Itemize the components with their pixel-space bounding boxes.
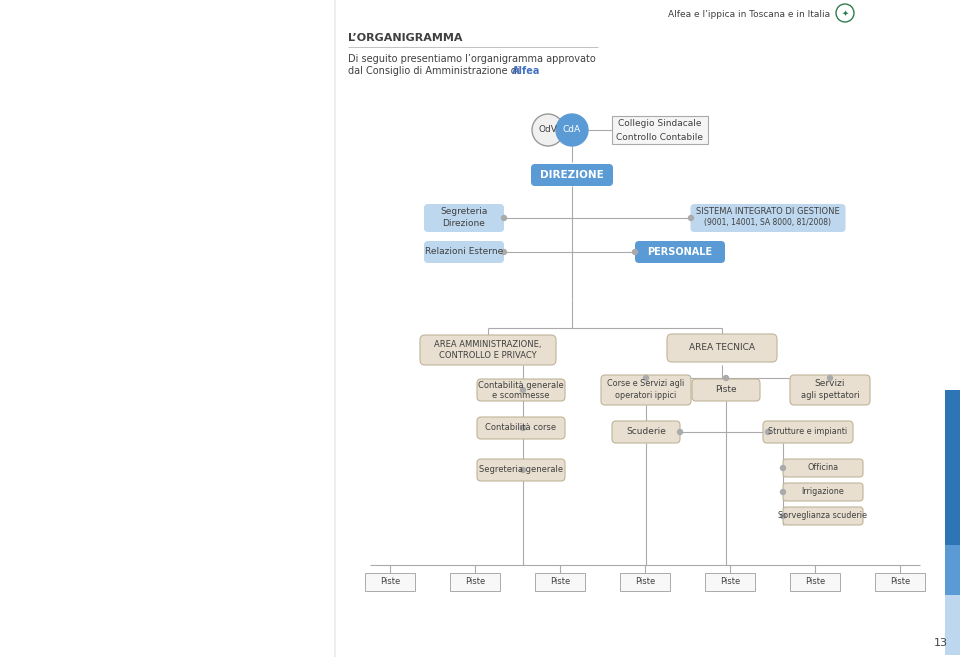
Text: Piste: Piste (635, 578, 655, 587)
Text: Contabilità corse: Contabilità corse (486, 424, 557, 432)
FancyBboxPatch shape (690, 204, 846, 232)
Text: PERSONALE: PERSONALE (647, 247, 712, 257)
Circle shape (828, 376, 832, 380)
Circle shape (643, 376, 649, 380)
Text: OdV: OdV (539, 125, 558, 135)
Text: 13: 13 (934, 638, 948, 648)
Text: e scommesse: e scommesse (492, 392, 550, 401)
Circle shape (556, 114, 588, 146)
FancyBboxPatch shape (477, 459, 565, 481)
Text: Piste: Piste (380, 578, 400, 587)
FancyBboxPatch shape (620, 573, 670, 591)
FancyBboxPatch shape (667, 334, 777, 362)
FancyBboxPatch shape (945, 545, 960, 605)
Circle shape (780, 514, 785, 518)
FancyBboxPatch shape (531, 164, 613, 186)
Text: operatori ippici: operatori ippici (615, 390, 677, 399)
Text: Strutture e impianti: Strutture e impianti (768, 428, 848, 436)
Circle shape (724, 376, 729, 380)
FancyBboxPatch shape (705, 573, 755, 591)
Text: Alfea: Alfea (512, 66, 540, 76)
Text: Piste: Piste (550, 578, 570, 587)
FancyBboxPatch shape (365, 573, 415, 591)
Circle shape (520, 468, 525, 472)
Circle shape (836, 4, 854, 22)
Text: DIREZIONE: DIREZIONE (540, 170, 604, 180)
FancyBboxPatch shape (783, 459, 863, 477)
Circle shape (780, 466, 785, 470)
Text: Controllo Contabile: Controllo Contabile (616, 133, 704, 141)
FancyBboxPatch shape (783, 483, 863, 501)
Text: agli spettatori: agli spettatori (801, 392, 859, 401)
Circle shape (678, 430, 683, 434)
FancyBboxPatch shape (424, 204, 504, 232)
FancyBboxPatch shape (612, 421, 680, 443)
Circle shape (501, 215, 507, 221)
Text: L’ORGANIGRAMMA: L’ORGANIGRAMMA (348, 33, 463, 43)
Text: Piste: Piste (720, 578, 740, 587)
Text: Direzione: Direzione (443, 219, 486, 229)
FancyBboxPatch shape (450, 573, 500, 591)
FancyBboxPatch shape (790, 375, 870, 405)
FancyBboxPatch shape (535, 573, 585, 591)
Text: Officina: Officina (807, 463, 839, 472)
Text: Piste: Piste (804, 578, 826, 587)
FancyBboxPatch shape (945, 390, 960, 590)
Text: ✦: ✦ (842, 9, 849, 18)
Circle shape (688, 215, 693, 221)
FancyBboxPatch shape (477, 417, 565, 439)
Text: Contabilità generale: Contabilità generale (478, 380, 564, 390)
FancyBboxPatch shape (420, 335, 556, 365)
Text: CONTROLLO E PRIVACY: CONTROLLO E PRIVACY (439, 351, 537, 361)
FancyBboxPatch shape (477, 379, 565, 401)
Text: CdA: CdA (563, 125, 581, 135)
Text: dal Consiglio di Amministrazione di: dal Consiglio di Amministrazione di (348, 66, 523, 76)
Text: Irrigazione: Irrigazione (802, 487, 845, 497)
FancyBboxPatch shape (424, 241, 504, 263)
FancyBboxPatch shape (692, 379, 760, 401)
Text: Servizi: Servizi (815, 378, 845, 388)
FancyBboxPatch shape (612, 116, 708, 144)
Text: Segreteria: Segreteria (441, 208, 488, 217)
Text: Corse e Servizi agli: Corse e Servizi agli (608, 378, 684, 388)
Text: Piste: Piste (465, 578, 485, 587)
Circle shape (532, 114, 564, 146)
FancyBboxPatch shape (790, 573, 840, 591)
Circle shape (520, 388, 525, 392)
FancyBboxPatch shape (945, 595, 960, 655)
FancyBboxPatch shape (763, 421, 853, 443)
Text: Collegio Sindacale: Collegio Sindacale (618, 118, 702, 127)
Circle shape (780, 489, 785, 495)
Text: Di seguito presentiamo l’organigramma approvato: Di seguito presentiamo l’organigramma ap… (348, 54, 596, 64)
Text: Relazioni Esterne: Relazioni Esterne (425, 248, 503, 256)
Text: AREA AMMINISTRAZIONE,: AREA AMMINISTRAZIONE, (434, 340, 541, 348)
FancyBboxPatch shape (635, 241, 725, 263)
FancyBboxPatch shape (783, 507, 863, 525)
Circle shape (501, 250, 507, 254)
Circle shape (765, 430, 771, 434)
Text: AREA TECNICA: AREA TECNICA (689, 344, 755, 353)
Text: Scuderie: Scuderie (626, 428, 666, 436)
Circle shape (520, 426, 525, 430)
Text: Alfea e l’ippica in Toscana e in Italia: Alfea e l’ippica in Toscana e in Italia (668, 10, 830, 19)
FancyBboxPatch shape (875, 573, 925, 591)
Text: Piste: Piste (715, 386, 737, 394)
Circle shape (633, 250, 637, 254)
Text: (9001, 14001, SA 8000, 81/2008): (9001, 14001, SA 8000, 81/2008) (705, 219, 831, 227)
FancyBboxPatch shape (601, 375, 691, 405)
Text: Piste: Piste (890, 578, 910, 587)
Text: Segreteria generale: Segreteria generale (479, 466, 564, 474)
Text: Sorveglianza scuderie: Sorveglianza scuderie (779, 512, 868, 520)
Text: SISTEMA INTEGRATO DI GESTIONE: SISTEMA INTEGRATO DI GESTIONE (696, 206, 840, 215)
